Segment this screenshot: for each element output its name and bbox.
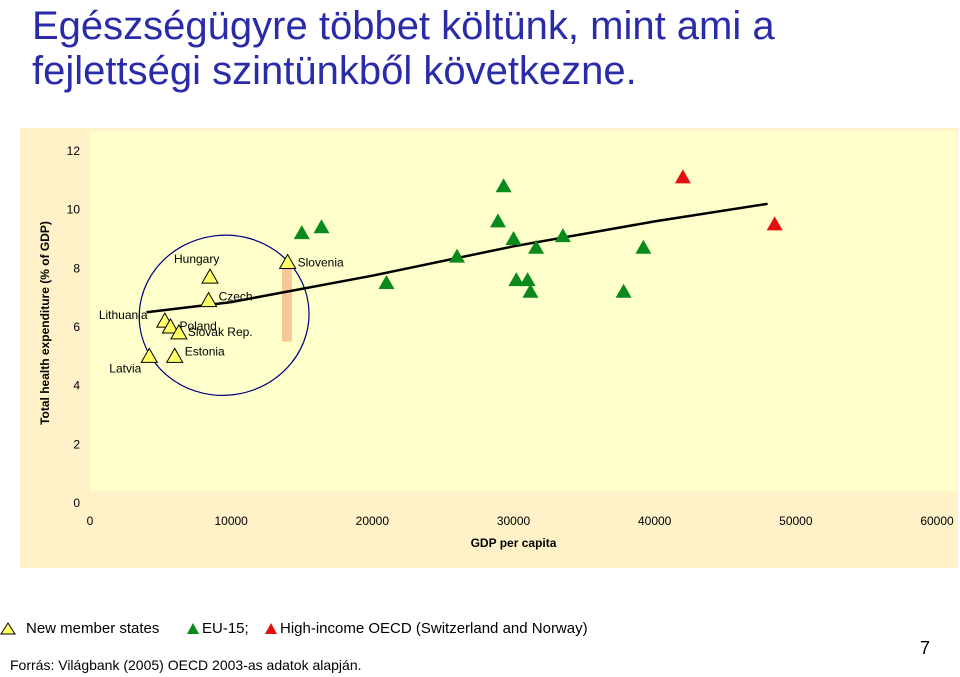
yellow-triangle-icon xyxy=(0,621,16,634)
legend: New member states EU-15; High-income OEC… xyxy=(0,612,960,642)
eu15-point xyxy=(615,283,632,298)
cluster-ellipse xyxy=(138,234,310,396)
y-tick-label: 0 xyxy=(73,496,80,510)
eu15-point xyxy=(635,239,652,254)
red-triangle-icon xyxy=(265,622,277,634)
point-label: Estonia xyxy=(185,344,225,358)
point-label: Lithuania xyxy=(99,308,148,322)
eu15-point xyxy=(449,248,466,263)
highlight-band xyxy=(281,268,292,342)
legend-label-high-income: High-income OECD (Switzerland and Norway… xyxy=(280,620,588,637)
y-tick-label: 10 xyxy=(67,203,81,217)
y-tick-label: 8 xyxy=(73,261,80,275)
legend-item-eu15: EU-15; xyxy=(186,620,249,637)
legend-item-high-income: High-income OECD (Switzerland and Norway… xyxy=(264,620,588,637)
legend-label-eu15: EU-15; xyxy=(202,620,249,637)
point-label: Czech xyxy=(219,290,253,304)
x-tick-label: 0 xyxy=(87,514,94,528)
x-tick-label: 20000 xyxy=(356,514,390,528)
x-axis-label: GDP per capita xyxy=(471,536,557,550)
page-number: 7 xyxy=(920,638,931,658)
new-member-point xyxy=(201,268,219,284)
eu15-point xyxy=(528,239,545,254)
eu15-point xyxy=(554,228,571,243)
high-income-point xyxy=(674,169,691,184)
new-member-point xyxy=(161,317,180,334)
eu15-point xyxy=(519,272,536,287)
eu15-point xyxy=(522,283,539,298)
scatter-chart: 0 2 4 6 8 10 12 0 10000 20000 30000 40000 50000 60000… xyxy=(20,128,958,568)
eu15-point xyxy=(508,272,525,287)
x-tick-label: 40000 xyxy=(638,514,672,528)
y-tick-label: 12 xyxy=(67,144,81,158)
eu15-point xyxy=(489,213,506,228)
plot-area-background xyxy=(90,131,956,491)
source-note: Forrás: Világbank (2005) OECD 2003-as ad… xyxy=(10,657,362,673)
new-member-point xyxy=(278,253,297,269)
x-tick-label: 50000 xyxy=(779,514,813,528)
point-label: Hungary xyxy=(174,252,219,266)
slide-title: Egészségügyre többet költünk, mint ami a… xyxy=(32,4,775,93)
x-tick-label: 10000 xyxy=(214,514,248,528)
y-axis-label: Total health expenditure (% of GDP) xyxy=(38,221,52,425)
new-member-point xyxy=(140,347,159,363)
new-member-point xyxy=(170,323,188,340)
eu15-point xyxy=(313,219,330,234)
point-label: Slovenia xyxy=(298,255,344,269)
eu15-point xyxy=(495,178,512,193)
point-label: Slovak Rep. xyxy=(188,325,253,339)
new-member-point xyxy=(165,347,184,363)
eu15-point xyxy=(505,231,522,245)
high-income-point xyxy=(766,216,783,231)
eu15-point xyxy=(378,275,395,289)
point-label: Poland xyxy=(179,319,216,333)
new-member-point xyxy=(199,291,218,308)
point-label: Latvia xyxy=(109,361,141,375)
green-triangle-icon xyxy=(187,622,199,634)
x-tick-label: 60000 xyxy=(920,514,954,528)
y-tick-label: 6 xyxy=(73,320,80,334)
legend-label-new-member: New member states xyxy=(26,620,160,637)
chart-container: 0 2 4 6 8 10 12 0 10000 20000 30000 40000 50000 60000… xyxy=(20,128,958,568)
x-tick-label: 30000 xyxy=(497,514,531,528)
y-tick-label: 4 xyxy=(73,379,80,393)
legend-item-new-member: New member states xyxy=(0,620,159,637)
y-tick-label: 2 xyxy=(73,437,80,451)
eu15-point xyxy=(293,225,310,240)
trend-line xyxy=(146,202,768,314)
